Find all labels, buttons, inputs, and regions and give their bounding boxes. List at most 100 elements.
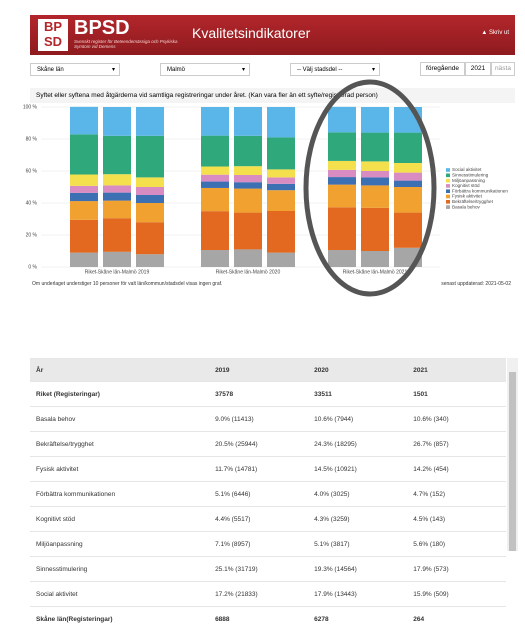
bar-segment: [136, 136, 164, 178]
table-cell: 17.9% (573): [407, 557, 506, 582]
bar-segment: [201, 107, 229, 136]
table-cell: 10.6% (7944): [308, 407, 407, 432]
bar-segment: [394, 173, 422, 181]
bar-segment: [201, 167, 229, 175]
header-cell: 2019: [209, 359, 308, 382]
bar-segment: [70, 220, 98, 253]
table-cell: 15.9% (509): [407, 582, 506, 607]
bar-segment: [70, 201, 98, 220]
table-cell: 14.2% (454): [407, 457, 506, 482]
bar-segment: [328, 132, 356, 161]
bar-segment: [361, 171, 389, 177]
table-cell: 4.7% (152): [407, 482, 506, 507]
bar-segment: [361, 161, 389, 171]
table-cell: Förbättra kommunikationen: [30, 482, 209, 507]
legend-label: Miljöanpassning: [452, 178, 485, 183]
bar-segment: [361, 185, 389, 207]
legend-swatch: [446, 174, 450, 178]
bar-segment: [234, 175, 262, 182]
table-cell: 20.5% (25944): [209, 432, 308, 457]
bar-segment: [394, 163, 422, 173]
table-cell: 17.2% (21833): [209, 582, 308, 607]
bar-segment: [234, 166, 262, 175]
table-cell: 5.1% (6446): [209, 482, 308, 507]
bar-segment: [234, 107, 262, 136]
bar-segment: [394, 213, 422, 248]
bar-segment: [267, 137, 295, 169]
table-cell: 4.3% (3259): [308, 507, 407, 532]
bar-segment: [267, 190, 295, 211]
table-cell: 11.7% (14781): [209, 457, 308, 482]
bar-segment: [103, 218, 131, 252]
bar-segment: [267, 253, 295, 267]
legend-swatch: [446, 195, 450, 199]
bar-segment: [201, 175, 229, 182]
y-tick-label: 100 %: [23, 104, 38, 110]
chart: 0 %20 %40 %60 %80 %100 %Riket-Skåne län-…: [0, 0, 525, 300]
legend-swatch: [446, 205, 450, 209]
legend-swatch: [446, 168, 450, 172]
y-tick-label: 60 %: [26, 168, 38, 174]
table-cell: 24.3% (18295): [308, 432, 407, 457]
table-cell: 5.6% (180): [407, 532, 506, 557]
table-cell: 25.1% (31719): [209, 557, 308, 582]
table-cell: 10.6% (340): [407, 407, 506, 432]
bar-segment: [70, 253, 98, 267]
bar-segment: [201, 182, 229, 188]
bar-segment: [234, 182, 262, 188]
table-cell: 37578: [209, 382, 308, 407]
x-tick-label: Riket-Skåne län-Malmö 2021: [343, 268, 408, 275]
x-tick-label: Riket-Skåne län-Malmö 2019: [85, 268, 150, 275]
bar-segment: [103, 107, 131, 136]
header-cell: År: [30, 359, 209, 382]
bar-segment: [328, 177, 356, 185]
bar-segment: [136, 187, 164, 195]
table-cell: 26.7% (857): [407, 432, 506, 457]
bar-segment: [103, 201, 131, 219]
bar-segment: [136, 107, 164, 136]
table-cell: Fysisk aktivitet: [30, 457, 209, 482]
note: Om underlaget understiger 10 personer fö…: [32, 281, 222, 287]
legend-label: Bekräftelse/trygghet: [452, 199, 494, 204]
bar-segment: [361, 177, 389, 185]
legend-label: Basala behov: [452, 204, 481, 209]
table-cell: Riket (Registeringar): [30, 382, 209, 407]
bar-segment: [136, 203, 164, 222]
y-tick-label: 80 %: [26, 136, 38, 142]
table-cell: Social aktivitet: [30, 582, 209, 607]
header-cell: 2020: [308, 359, 407, 382]
table-cell: 4.5% (143): [407, 507, 506, 532]
bar-segment: [267, 107, 295, 137]
y-tick-label: 0 %: [28, 264, 37, 270]
bar-segment: [201, 188, 229, 211]
bar-segment: [267, 184, 295, 190]
bar-segment: [234, 213, 262, 250]
table-cell: 6278: [308, 607, 407, 631]
table-cell: 4.0% (3025): [308, 482, 407, 507]
table-cell: 19.3% (14564): [308, 557, 407, 582]
table-cell: 7.1% (8957): [209, 532, 308, 557]
bar-segment: [103, 185, 131, 192]
bar-segment: [394, 187, 422, 213]
bar-segment: [103, 174, 131, 185]
scrollbar[interactable]: [507, 358, 518, 551]
scroll-thumb[interactable]: [509, 372, 516, 551]
bar-segment: [328, 161, 356, 170]
legend-label: Förbättra kommunikationen: [452, 188, 508, 193]
bar-segment: [136, 177, 164, 187]
y-tick-label: 40 %: [26, 200, 38, 206]
bar-segment: [136, 195, 164, 203]
bar-segment: [136, 222, 164, 254]
legend-label: Social aktivitet: [452, 167, 482, 172]
bar-segment: [394, 133, 422, 163]
updated: senast uppdaterad: 2021-05-02: [441, 281, 511, 287]
bar-segment: [328, 107, 356, 132]
legend-label: Fysisk aktivitet: [452, 194, 483, 199]
